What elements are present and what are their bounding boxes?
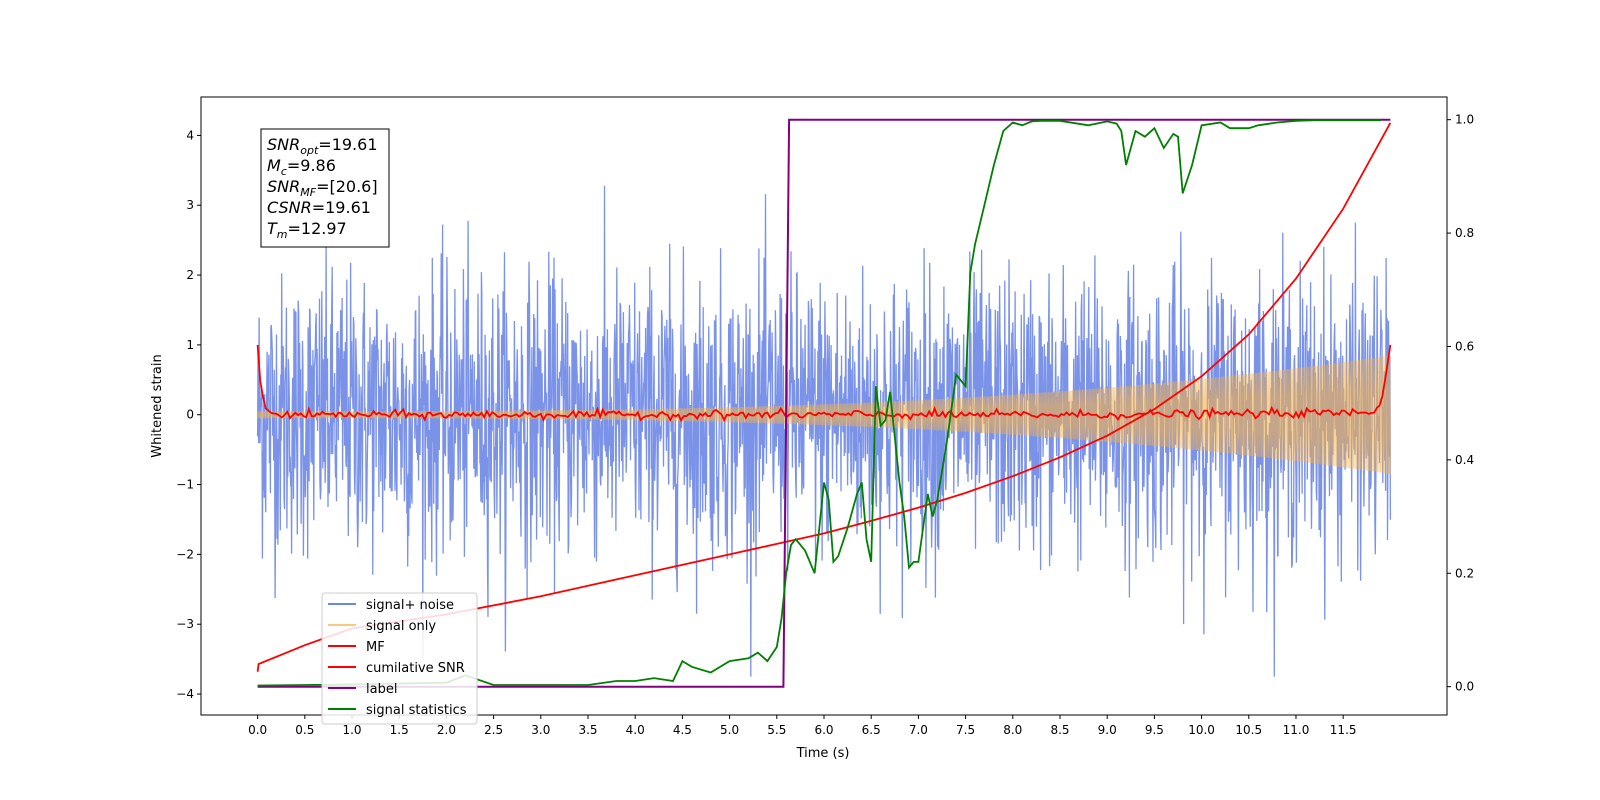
x-tick-label: 8.5 — [1050, 723, 1069, 737]
series-label — [257, 118, 1391, 688]
x-tick-label: 4.0 — [626, 723, 645, 737]
x-tick-label: 2.5 — [484, 723, 503, 737]
legend-label: label — [366, 682, 397, 697]
y-tick-label: 3 — [186, 198, 194, 212]
legend-label: MF — [366, 640, 385, 655]
x-tick-label: 0.0 — [248, 723, 267, 737]
y-tick-label: 2 — [186, 268, 194, 282]
x-tick-label: 5.5 — [767, 723, 786, 737]
x-tick-label: 9.5 — [1145, 723, 1164, 737]
series-signal-statistics — [257, 119, 1381, 687]
annotation-line: SNRMF=[20.6] — [267, 177, 378, 199]
legend-label: signal+ noise — [366, 598, 454, 613]
legend-frame — [321, 592, 478, 725]
series-signal-only — [257, 355, 1391, 475]
x-tick-label: 5.0 — [720, 723, 739, 737]
x-tick-label: 4.5 — [673, 723, 692, 737]
y2-tick-label: 0.8 — [1455, 226, 1474, 240]
y-axis-right: 1.0 0.8 0.6 0.4 0.2 0.0 — [1447, 113, 1474, 694]
y2-tick-label: 0.6 — [1455, 339, 1474, 353]
y-tick-label: −2 — [176, 547, 194, 561]
x-tick-label: 7.5 — [956, 723, 975, 737]
x-tick-label: 1.0 — [342, 723, 361, 737]
y2-tick-label: 1.0 — [1455, 113, 1474, 127]
series-signal-noise — [256, 185, 1392, 677]
x-tick-label: 0.5 — [295, 723, 314, 737]
y-tick-label: 0 — [186, 408, 194, 422]
x-tick-label: 1.5 — [390, 723, 409, 737]
x-tick-label: 10.0 — [1188, 723, 1215, 737]
annotation-line: CSNR=19.61 — [267, 198, 371, 217]
x-tick-label: 11.0 — [1283, 723, 1310, 737]
x-tick-label: 6.5 — [862, 723, 881, 737]
x-tick-label: 3.5 — [578, 723, 597, 737]
x-tick-label: 11.5 — [1330, 723, 1357, 737]
y-tick-label: −3 — [176, 617, 194, 631]
x-tick-label: 3.0 — [531, 723, 550, 737]
legend: signal+ noise signal only MF cumilative SNR… — [321, 592, 478, 725]
legend-label: signal only — [366, 619, 436, 634]
y2-tick-label: 0.0 — [1455, 680, 1474, 694]
annotation-line: SNRopt=19.61 — [267, 135, 378, 157]
y-tick-label: 1 — [186, 338, 194, 352]
legend-label: cumilative SNR — [366, 661, 465, 676]
x-tick-label: 2.0 — [437, 723, 456, 737]
y2-tick-label: 0.2 — [1455, 566, 1474, 580]
x-tick-label: 9.0 — [1098, 723, 1117, 737]
y-tick-label: −1 — [176, 478, 194, 492]
annotation-line: Tm=12.97 — [267, 219, 347, 241]
annotation-box: SNRopt=19.61Mc=9.86SNRMF=[20.6]CSNR=19.6… — [260, 128, 390, 248]
annotation-frame — [260, 128, 390, 248]
x-tick-label: 6.0 — [814, 723, 833, 737]
x-axis: 0.0 0.5 1.0 1.5 2.0 2.5 3.0 3.5 4.0 4.5 5.0 5.5 6.0 6… — [248, 715, 1357, 737]
legend-label: signal statistics — [366, 703, 467, 718]
y-tick-label: 4 — [186, 128, 194, 142]
x-axis-label: Time (s) — [796, 746, 850, 761]
x-tick-label: 7.0 — [909, 723, 928, 737]
x-tick-label: 8.0 — [1003, 723, 1022, 737]
annotation-line: Mc=9.86 — [267, 156, 336, 178]
y2-tick-label: 0.4 — [1455, 453, 1474, 467]
y-axis-label: Whitened strain — [150, 354, 165, 457]
series-mf — [256, 344, 1392, 423]
x-tick-label: 10.5 — [1235, 723, 1262, 737]
y-axis-left: 4 3 2 1 0 −1 −2 −3 −4 — [176, 128, 201, 701]
y-tick-label: −4 — [176, 687, 194, 701]
